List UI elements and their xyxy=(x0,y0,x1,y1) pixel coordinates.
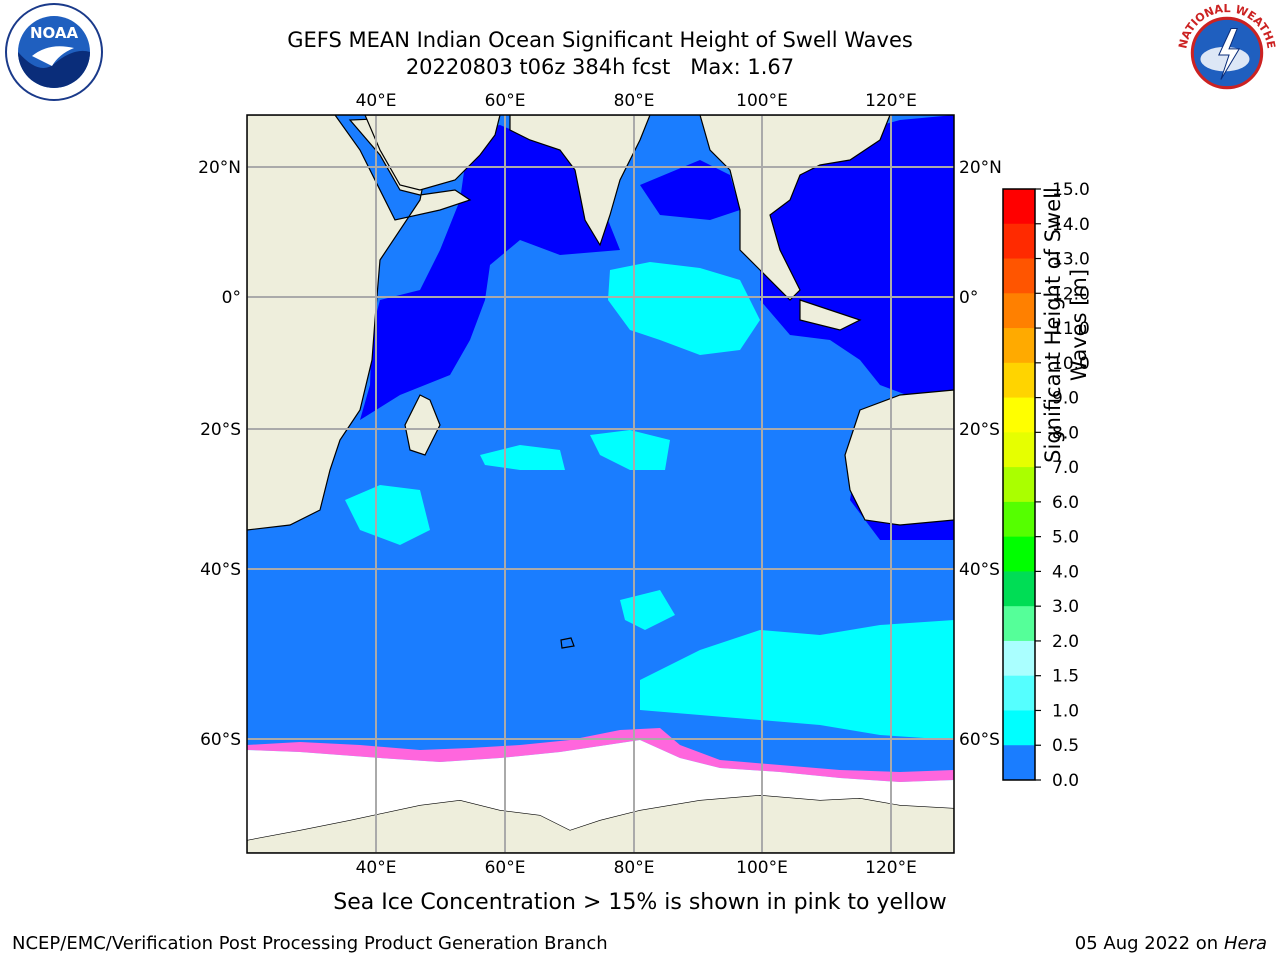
colorbar-tick-label: 10.0 xyxy=(1052,354,1090,374)
colorbar-tick-label: 12.0 xyxy=(1052,284,1090,304)
colorbar-segment xyxy=(1003,710,1035,746)
top-lon-label: 120°E xyxy=(865,91,917,111)
map-area xyxy=(247,115,954,853)
colorbar-tick-label: 5.0 xyxy=(1052,528,1079,548)
colorbar xyxy=(1002,188,1036,781)
left-lat-label: 20°N xyxy=(198,158,241,178)
colorbar-tick-label: 9.0 xyxy=(1052,389,1079,409)
colorbar-label: Significant Height of Swell Waves [m] xyxy=(1040,165,1092,485)
sea-ice xyxy=(247,728,954,840)
left-lat-label: 40°S xyxy=(200,560,241,580)
bottom-lon-label: 60°E xyxy=(485,858,526,878)
bottom-lon-label: 100°E xyxy=(736,858,788,878)
colorbar-tick-label: 3.0 xyxy=(1052,597,1079,617)
right-lat-label: 40°S xyxy=(959,560,1000,580)
right-lat-label: 20°N xyxy=(959,158,1002,178)
colorbar-segment xyxy=(1003,675,1035,711)
colorbar-tick-label: 15.0 xyxy=(1052,180,1090,200)
chart-title: GEFS MEAN Indian Ocean Significant Heigh… xyxy=(287,28,913,52)
colorbar-segment xyxy=(1003,745,1035,781)
colorbar-tick-label: 7.0 xyxy=(1052,458,1079,478)
top-lon-label: 60°E xyxy=(485,91,526,111)
colorbar-segment xyxy=(1003,328,1035,364)
colorbar-segment xyxy=(1003,501,1035,538)
colorbar-segment xyxy=(1003,189,1035,225)
colorbar-tick-label: 0.5 xyxy=(1052,736,1079,756)
colorbar-tick-label: 13.0 xyxy=(1052,250,1090,270)
noaa-logo: NOAA xyxy=(5,3,103,101)
land xyxy=(247,115,954,853)
kerguelen-island xyxy=(560,637,575,649)
colorbar-segment xyxy=(1003,293,1035,329)
top-lon-label: 40°E xyxy=(356,91,397,111)
footer-host: Hera xyxy=(1223,933,1267,954)
colorbar-segment xyxy=(1003,536,1035,572)
right-lat-label: 60°S xyxy=(959,730,1000,750)
chart-subtitle: 20220803 t06z 384h fcst Max: 1.67 xyxy=(405,55,795,79)
colorbar-segment xyxy=(1003,640,1035,677)
colorbar-tick-label: 4.0 xyxy=(1052,562,1079,582)
footer-credit: NCEP/EMC/Verification Post Processing Pr… xyxy=(12,933,608,954)
colorbar-segment xyxy=(1003,432,1035,468)
left-lat-label: 0° xyxy=(222,288,241,308)
colorbar-segment xyxy=(1003,606,1035,642)
top-lon-labels: 40°E 60°E 80°E 100°E 120°E xyxy=(356,91,917,111)
colorbar-segment xyxy=(1003,223,1035,260)
bottom-lon-label: 40°E xyxy=(356,858,397,878)
colorbar-segment xyxy=(1003,571,1035,607)
colorbar-segment xyxy=(1003,467,1035,503)
noaa-logo-text: NOAA xyxy=(30,24,79,42)
top-lon-label: 100°E xyxy=(736,91,788,111)
map-frame xyxy=(246,114,955,854)
bottom-lon-label: 120°E xyxy=(865,858,917,878)
colorbar-ticks: 15.0 14.0 13.0 12.0 11.0 10.0 9.0 8.0 7.0 6.0 5.0 4… xyxy=(1035,180,1090,791)
colorbar-frame xyxy=(1002,188,1036,781)
colorbar-label-line1: Significant Height of Swell xyxy=(1041,187,1065,463)
colorbar-tick-label: 11.0 xyxy=(1052,319,1090,339)
colorbar-tick-label: 0.0 xyxy=(1052,771,1079,791)
top-lon-label: 80°E xyxy=(614,91,655,111)
colorbar-segment xyxy=(1003,258,1035,294)
footer-date: 05 Aug 2022 on Hera xyxy=(1075,933,1267,954)
bottom-lon-labels: 40°E 60°E 80°E 100°E 120°E xyxy=(356,858,917,878)
left-lat-labels: 20°N 0° 20°S 40°S 60°S xyxy=(198,158,241,750)
colorbar-segment xyxy=(1003,362,1035,399)
colorbar-tick-label: 8.0 xyxy=(1052,423,1079,443)
colorbar-tick-label: 1.0 xyxy=(1052,701,1079,721)
right-lat-labels: 20°N 0° 20°S 40°S 60°S xyxy=(959,158,1002,750)
left-lat-label: 60°S xyxy=(200,730,241,750)
nws-logo: NATIONAL WEATHER SERVICE xyxy=(1176,2,1278,102)
right-lat-label: 0° xyxy=(959,288,978,308)
right-lat-label: 20°S xyxy=(959,420,1000,440)
footer-date-text: 05 Aug 2022 on xyxy=(1074,933,1219,954)
colorbar-tick-label: 14.0 xyxy=(1052,215,1090,235)
bottom-lon-label: 80°E xyxy=(614,858,655,878)
left-lat-label: 20°S xyxy=(200,420,241,440)
sea-ice-note: Sea Ice Concentration > 15% is shown in … xyxy=(333,890,947,915)
colorbar-tick-label: 1.5 xyxy=(1052,667,1079,687)
colorbar-tick-label: 6.0 xyxy=(1052,493,1079,513)
gridlines xyxy=(247,115,954,853)
colorbar-tick-label: 2.0 xyxy=(1052,632,1079,652)
colorbar-segment xyxy=(1003,397,1035,433)
colorbar-label-line2: Waves [m] xyxy=(1067,268,1091,382)
